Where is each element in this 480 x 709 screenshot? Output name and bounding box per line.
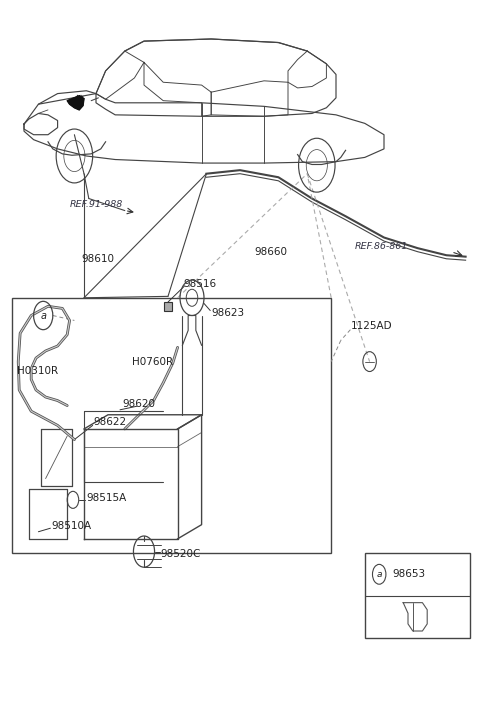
Text: 98622: 98622 <box>94 417 127 427</box>
Text: 98660: 98660 <box>254 247 288 257</box>
Bar <box>365 553 470 638</box>
Text: 98610: 98610 <box>82 254 115 264</box>
Text: a: a <box>40 311 46 320</box>
Text: 98520C: 98520C <box>161 549 201 559</box>
Text: 98510A: 98510A <box>51 521 92 531</box>
Text: H0760R: H0760R <box>132 357 173 367</box>
Text: REF.91-988: REF.91-988 <box>70 200 123 208</box>
Text: 98620: 98620 <box>122 399 156 409</box>
Text: a: a <box>376 570 382 579</box>
Text: 98515A: 98515A <box>86 493 127 503</box>
Bar <box>12 298 331 553</box>
Text: 98516: 98516 <box>183 279 216 289</box>
Bar <box>164 302 172 311</box>
Text: 1125AD: 1125AD <box>350 321 392 331</box>
Text: 98623: 98623 <box>211 308 244 318</box>
Polygon shape <box>67 96 84 110</box>
Text: REF.86-861: REF.86-861 <box>355 242 408 250</box>
Text: 98653: 98653 <box>393 569 426 579</box>
Text: H0310R: H0310R <box>17 366 58 376</box>
